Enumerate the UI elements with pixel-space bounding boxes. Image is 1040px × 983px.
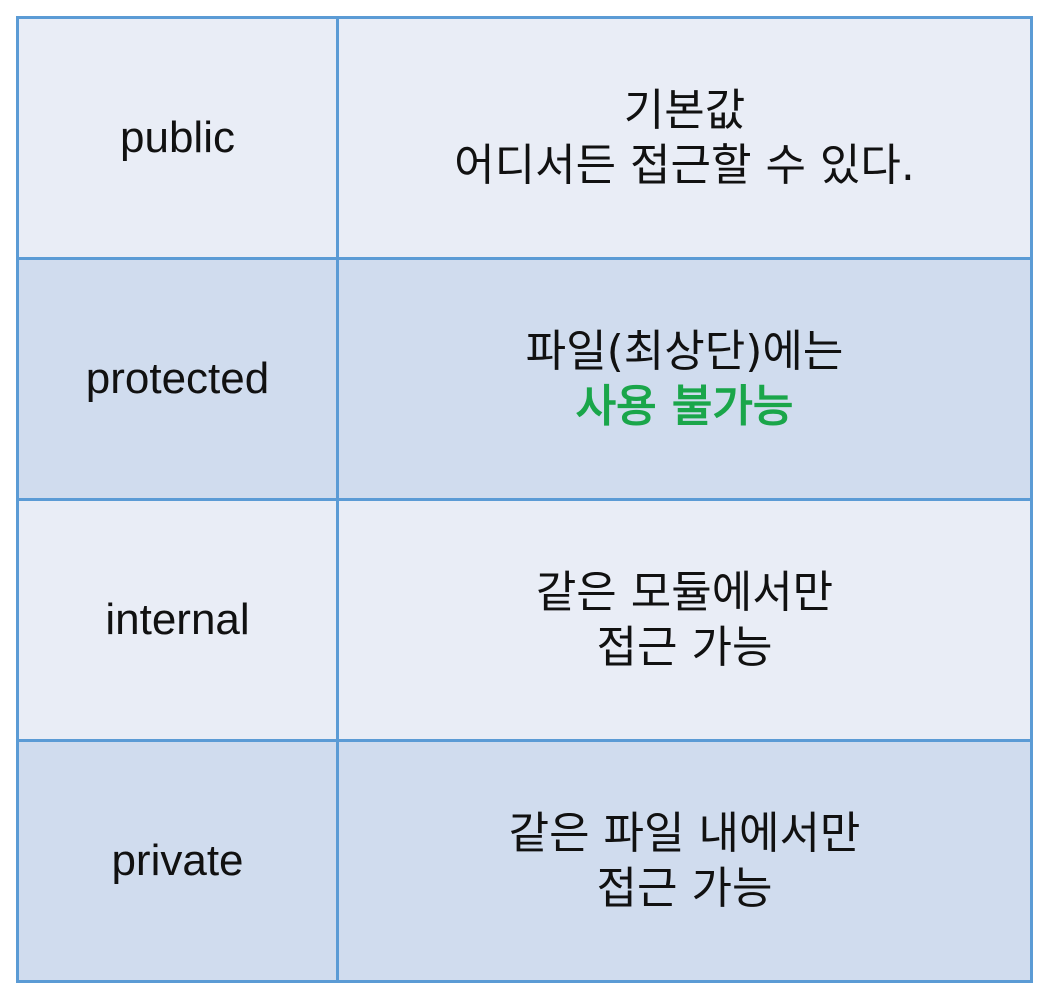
visibility-modifier-table-container: public 기본값 어디서든 접근할 수 있다. protected 파일(최…: [16, 16, 1033, 983]
keyword-cell: private: [16, 739, 339, 983]
table-row-internal: internal 같은 모듈에서만 접근 가능: [16, 498, 1033, 742]
description-cell: 기본값 어디서든 접근할 수 있다.: [336, 16, 1033, 260]
keyword-public: public: [120, 112, 235, 162]
description-line: 접근 가능: [596, 863, 773, 914]
table-row-protected: protected 파일(최상단)에는 사용 불가능: [16, 257, 1033, 501]
description-cell: 파일(최상단)에는 사용 불가능: [336, 257, 1033, 501]
description-line: 어디서든 접근할 수 있다.: [454, 140, 915, 191]
table-row-public: public 기본값 어디서든 접근할 수 있다.: [16, 16, 1033, 260]
description-internal: 같은 모듈에서만 접근 가능: [339, 565, 1030, 676]
keyword-internal: internal: [105, 594, 250, 644]
keyword-private: private: [111, 835, 244, 885]
keyword-cell: public: [16, 16, 339, 260]
keyword-cell: internal: [16, 498, 339, 742]
description-line: 같은 모듈에서만: [535, 566, 834, 618]
keyword-protected: protected: [85, 353, 270, 403]
description-protected: 파일(최상단)에는 사용 불가능: [339, 324, 1030, 435]
description-private: 같은 파일 내에서만 접근 가능: [339, 806, 1030, 917]
description-cell: 같은 모듈에서만 접근 가능: [336, 498, 1033, 742]
visibility-modifier-table: public 기본값 어디서든 접근할 수 있다. protected 파일(최…: [16, 16, 1033, 983]
description-line: 기본값: [623, 84, 746, 136]
description-line: 파일(최상단)에는: [525, 325, 844, 377]
description-line: 접근 가능: [596, 622, 773, 673]
keyword-cell: protected: [16, 257, 339, 501]
description-line: 같은 파일 내에서만: [508, 807, 861, 859]
table-row-private: private 같은 파일 내에서만 접근 가능: [16, 739, 1033, 983]
description-public: 기본값 어디서든 접근할 수 있다.: [339, 83, 1030, 194]
description-cell: 같은 파일 내에서만 접근 가능: [336, 739, 1033, 983]
description-highlight-unavailable: 사용 불가능: [575, 381, 794, 432]
